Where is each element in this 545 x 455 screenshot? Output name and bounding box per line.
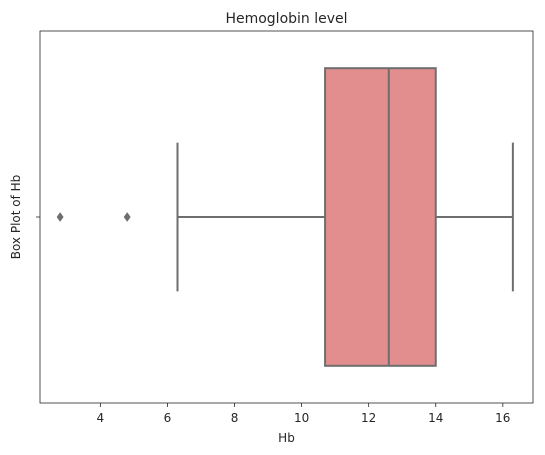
x-tick-label: 16 xyxy=(495,411,510,425)
x-tick-label: 8 xyxy=(231,411,239,425)
interquartile-box xyxy=(324,67,437,367)
outlier-point-1 xyxy=(56,212,64,222)
x-axis-ticks: 4 6 8 10 12 14 16 xyxy=(36,216,510,425)
y-axis-title: Box Plot of Hb xyxy=(9,175,23,260)
x-axis-title: Hb xyxy=(278,431,295,445)
chart-title: Hemoglobin level xyxy=(225,11,347,27)
plot-area xyxy=(56,67,514,367)
outlier-point-2 xyxy=(123,212,131,222)
x-tick-label: 14 xyxy=(428,411,443,425)
x-tick-label: 10 xyxy=(294,411,309,425)
x-tick-label: 6 xyxy=(164,411,172,425)
x-tick-label: 4 xyxy=(97,411,105,425)
x-tick-label: 12 xyxy=(361,411,376,425)
